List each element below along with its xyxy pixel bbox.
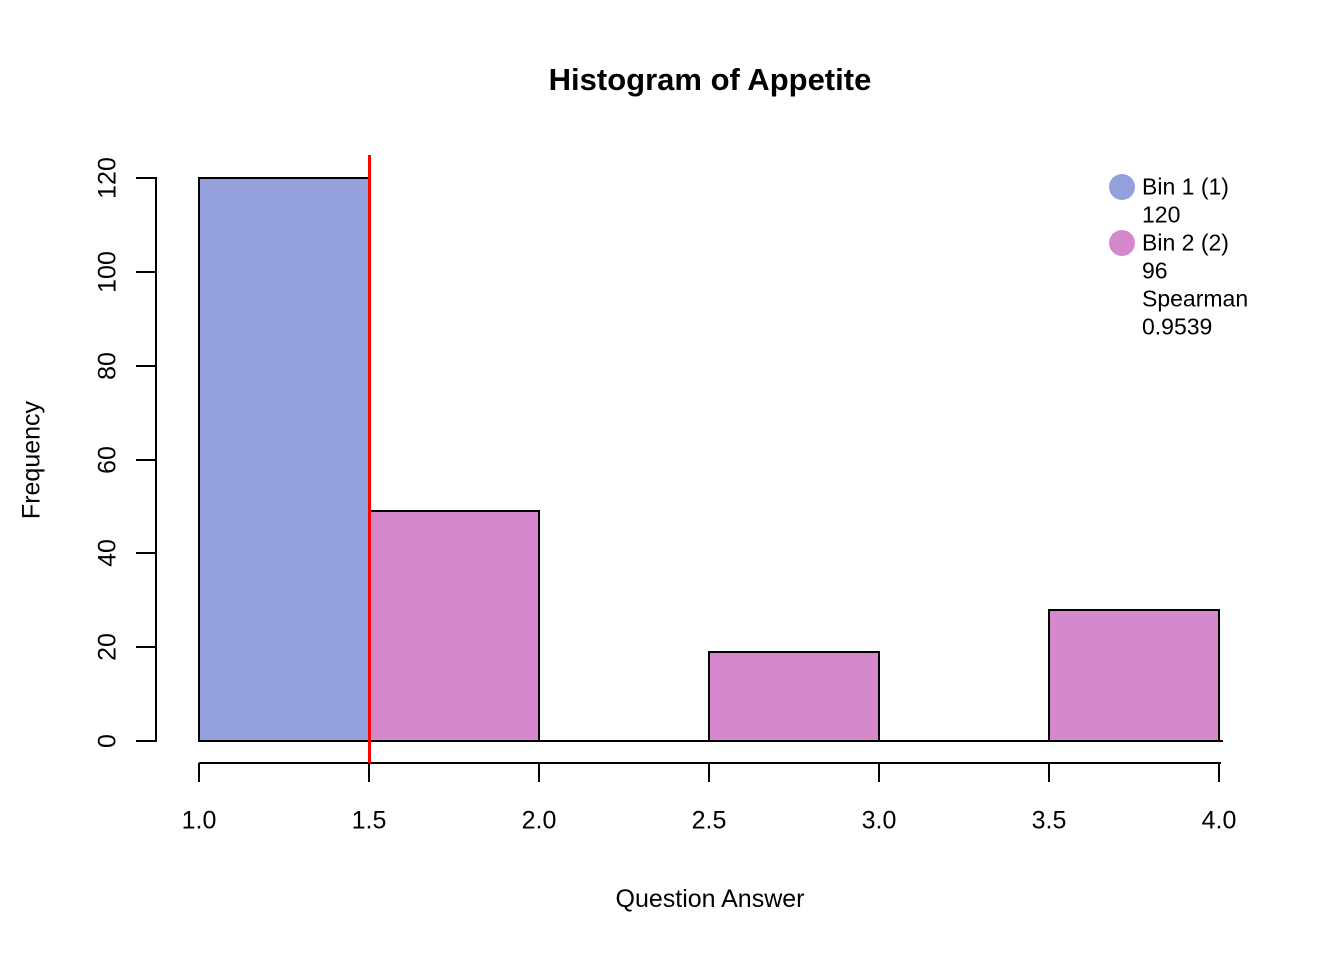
legend-label: 120 <box>1142 201 1181 228</box>
x-tick <box>878 763 880 782</box>
reference-vline <box>368 155 371 763</box>
y-tick-label: 80 <box>93 351 122 380</box>
y-axis-title: Frequency <box>17 400 46 520</box>
legend-label: Spearman <box>1142 285 1249 312</box>
x-tick <box>538 763 540 782</box>
x-tick-label: 1.5 <box>351 806 387 835</box>
x-axis-line <box>199 762 1221 764</box>
y-tick-label: 60 <box>93 445 122 474</box>
histogram-bar <box>198 177 370 742</box>
y-tick-label: 20 <box>93 633 122 662</box>
x-tick-label: 3.5 <box>1031 806 1067 835</box>
x-tick-label: 4.0 <box>1201 806 1237 835</box>
y-tick-label: 0 <box>93 734 122 748</box>
legend-label: Bin 1 (1) <box>1142 173 1229 200</box>
legend-dot <box>1109 174 1135 200</box>
y-tick-label: 40 <box>93 539 122 568</box>
y-tick-label: 100 <box>93 250 122 293</box>
y-tick <box>136 740 155 742</box>
x-tick-label: 3.0 <box>861 806 897 835</box>
chart-title: Histogram of Appetite <box>548 62 872 97</box>
y-tick <box>136 552 155 555</box>
y-axis-line <box>155 177 157 742</box>
legend-label: 0.9539 <box>1142 313 1213 340</box>
x-tick <box>198 763 200 782</box>
y-tick <box>136 270 155 273</box>
histogram-bar <box>708 650 880 742</box>
x-tick <box>1218 763 1220 782</box>
y-tick <box>136 364 155 367</box>
y-tick <box>136 177 155 179</box>
x-tick-label: 1.0 <box>181 806 217 835</box>
legend-dot <box>1109 230 1135 256</box>
x-tick <box>368 763 370 782</box>
y-tick <box>136 458 155 461</box>
y-tick-label: 120 <box>93 157 122 199</box>
x-tick <box>1048 763 1050 782</box>
histogram-bar <box>368 510 540 742</box>
x-axis-title: Question Answer <box>615 885 805 913</box>
x-tick-label: 2.5 <box>691 806 727 835</box>
legend-label: 96 <box>1142 257 1168 284</box>
x-tick <box>708 763 710 782</box>
y-tick <box>136 646 155 649</box>
legend-label: Bin 2 (2) <box>1142 229 1229 256</box>
histogram-bar <box>1048 608 1220 742</box>
x-tick-label: 2.0 <box>521 806 557 835</box>
